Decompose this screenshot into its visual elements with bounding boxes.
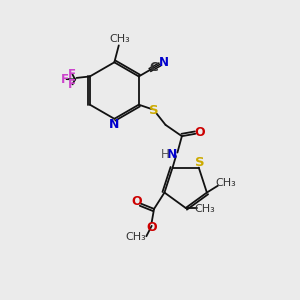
Text: CH₃: CH₃ <box>109 34 130 44</box>
Text: C: C <box>150 61 159 74</box>
Text: O: O <box>131 195 142 208</box>
Text: N: N <box>167 148 177 160</box>
Text: F: F <box>61 73 69 86</box>
Text: S: S <box>195 156 205 169</box>
Text: O: O <box>146 221 157 234</box>
Text: H: H <box>160 148 169 160</box>
Text: S: S <box>149 103 159 116</box>
Text: CH₃: CH₃ <box>215 178 236 188</box>
Text: N: N <box>158 56 169 69</box>
Text: CH₃: CH₃ <box>126 232 147 242</box>
Text: F: F <box>68 68 76 81</box>
Text: F: F <box>68 78 76 91</box>
Text: N: N <box>109 118 119 130</box>
Text: O: O <box>194 126 205 140</box>
Text: CH₃: CH₃ <box>194 204 215 214</box>
